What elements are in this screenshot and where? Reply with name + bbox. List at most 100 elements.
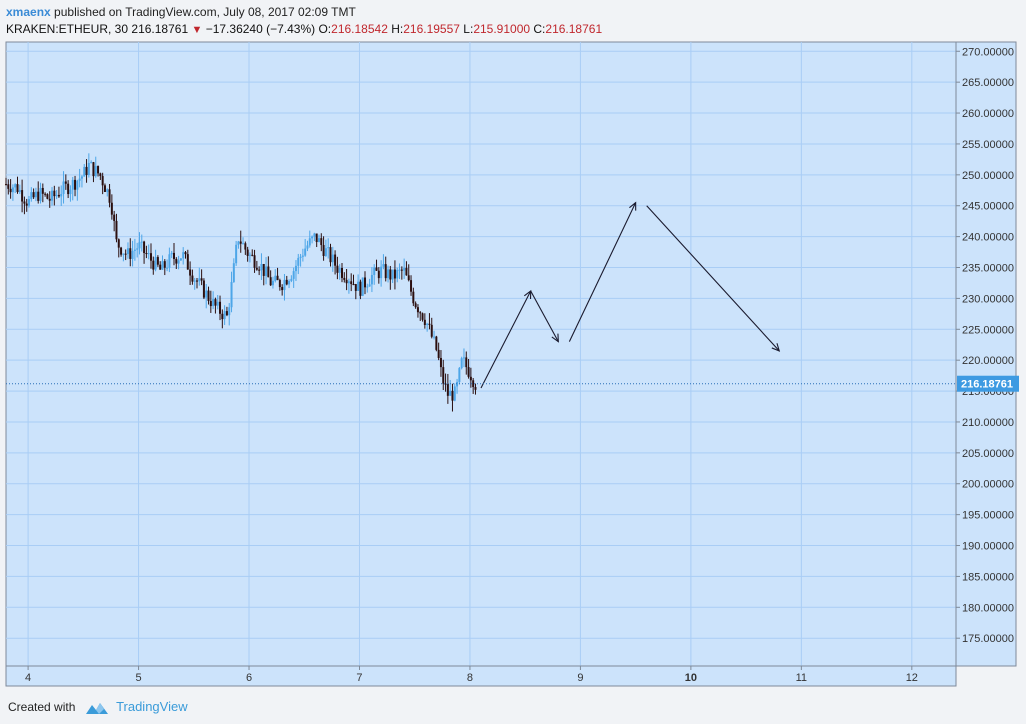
candle-up	[304, 248, 307, 256]
author-name[interactable]: xmaenx	[6, 5, 51, 19]
x-tick-label: 11	[796, 672, 807, 684]
candle-down	[23, 201, 26, 204]
candle-down	[423, 319, 426, 325]
x-tick-label: 10	[685, 672, 697, 684]
candle-down	[67, 183, 70, 195]
candle-down	[474, 387, 477, 390]
candle-down	[189, 269, 192, 276]
candle-down	[258, 269, 261, 271]
candle-down	[149, 253, 152, 261]
candle-down	[442, 367, 445, 384]
y-tick-label: 205.00000	[962, 448, 1014, 460]
candle-up	[69, 189, 72, 195]
close-value: 216.18761	[545, 22, 603, 36]
y-tick-label: 220.00000	[962, 355, 1014, 367]
high-value: 216.19557	[403, 22, 460, 36]
candle-down	[221, 313, 224, 320]
arrow-head	[629, 201, 637, 211]
candle-down	[446, 383, 449, 396]
candle-down	[334, 254, 337, 266]
candle-up	[391, 269, 394, 280]
candle-down	[345, 279, 348, 284]
arrow-head	[771, 343, 781, 352]
price-tag-text: 216.18761	[961, 379, 1013, 391]
candle-up	[458, 368, 461, 383]
y-tick-label: 250.00000	[962, 170, 1014, 182]
candle-up	[71, 179, 74, 190]
candle-up	[126, 248, 129, 255]
candle-down	[202, 280, 205, 298]
price-chart[interactable]: 175.00000 180.00000 185.00000 190.00000 195.…	[0, 40, 1026, 688]
candle-down	[163, 261, 166, 268]
candle-up	[306, 245, 309, 249]
candle-up	[51, 190, 54, 201]
candle-up	[297, 257, 300, 266]
candle-up	[147, 253, 150, 255]
candle-up	[232, 263, 235, 282]
candle-up	[456, 382, 459, 387]
candlestick-series	[5, 153, 477, 412]
candle-down	[186, 254, 189, 270]
candle-up	[154, 257, 157, 270]
candle-up	[366, 286, 369, 288]
last-price: 216.18761	[131, 22, 189, 36]
candle-up	[433, 336, 436, 338]
y-tick-label: 240.00000	[962, 232, 1014, 244]
forecast-segment[interactable]	[646, 205, 780, 352]
candle-up	[87, 162, 90, 175]
y-tick-label: 245.00000	[962, 201, 1014, 213]
candle-down	[322, 245, 325, 256]
candle-down	[444, 383, 447, 385]
candle-down	[389, 269, 392, 280]
y-tick-label: 230.00000	[962, 293, 1014, 305]
candle-up	[94, 166, 97, 177]
candle-down	[16, 184, 19, 193]
candle-up	[136, 248, 139, 250]
candle-down	[172, 252, 175, 259]
candle-up	[78, 178, 81, 181]
symbol-interval[interactable]: KRAKEN:ETHEUR, 30	[6, 22, 129, 36]
candle-down	[108, 189, 111, 203]
candle-up	[131, 250, 134, 259]
candle-up	[274, 275, 277, 281]
y-tick-label: 175.00000	[962, 633, 1014, 645]
plot-area[interactable]	[5, 41, 957, 667]
x-tick-label: 6	[246, 672, 252, 684]
candle-down	[435, 336, 438, 350]
footer: Created with TradingView	[8, 696, 188, 718]
candle-down	[375, 267, 378, 271]
forecast-segment[interactable]	[530, 290, 559, 342]
candle-up	[18, 190, 21, 193]
candle-down	[412, 291, 415, 304]
candle-up	[327, 247, 330, 249]
candle-up	[166, 267, 169, 269]
forecast-segment[interactable]	[568, 202, 637, 342]
candle-down	[350, 281, 353, 285]
x-tick-label: 9	[577, 672, 583, 684]
time-axis[interactable]	[5, 665, 957, 687]
candle-down	[143, 241, 146, 254]
forecast-segment[interactable]	[480, 290, 532, 389]
candle-up	[426, 323, 429, 325]
candle-down	[5, 184, 7, 186]
candle-down	[472, 380, 475, 388]
price-axis[interactable]	[955, 41, 1017, 667]
candle-up	[179, 258, 182, 261]
candle-up	[324, 248, 327, 256]
tradingview-brand[interactable]: TradingView	[116, 699, 188, 714]
candle-down	[465, 357, 468, 368]
candle-down	[354, 284, 357, 291]
y-tick-label: 200.00000	[962, 479, 1014, 491]
price-tag-bg	[957, 375, 1019, 392]
tradingview-logo-icon[interactable]	[85, 701, 109, 715]
candle-down	[364, 277, 367, 288]
candle-down	[343, 277, 346, 280]
candle-up	[313, 233, 316, 237]
candle-up	[170, 252, 173, 255]
candle-up	[90, 162, 93, 164]
candle-up	[83, 166, 86, 177]
candle-up	[80, 176, 83, 179]
current-price-tag: 216.18761	[957, 375, 1019, 392]
high-label: H:	[391, 22, 404, 36]
candle-up	[368, 284, 371, 287]
